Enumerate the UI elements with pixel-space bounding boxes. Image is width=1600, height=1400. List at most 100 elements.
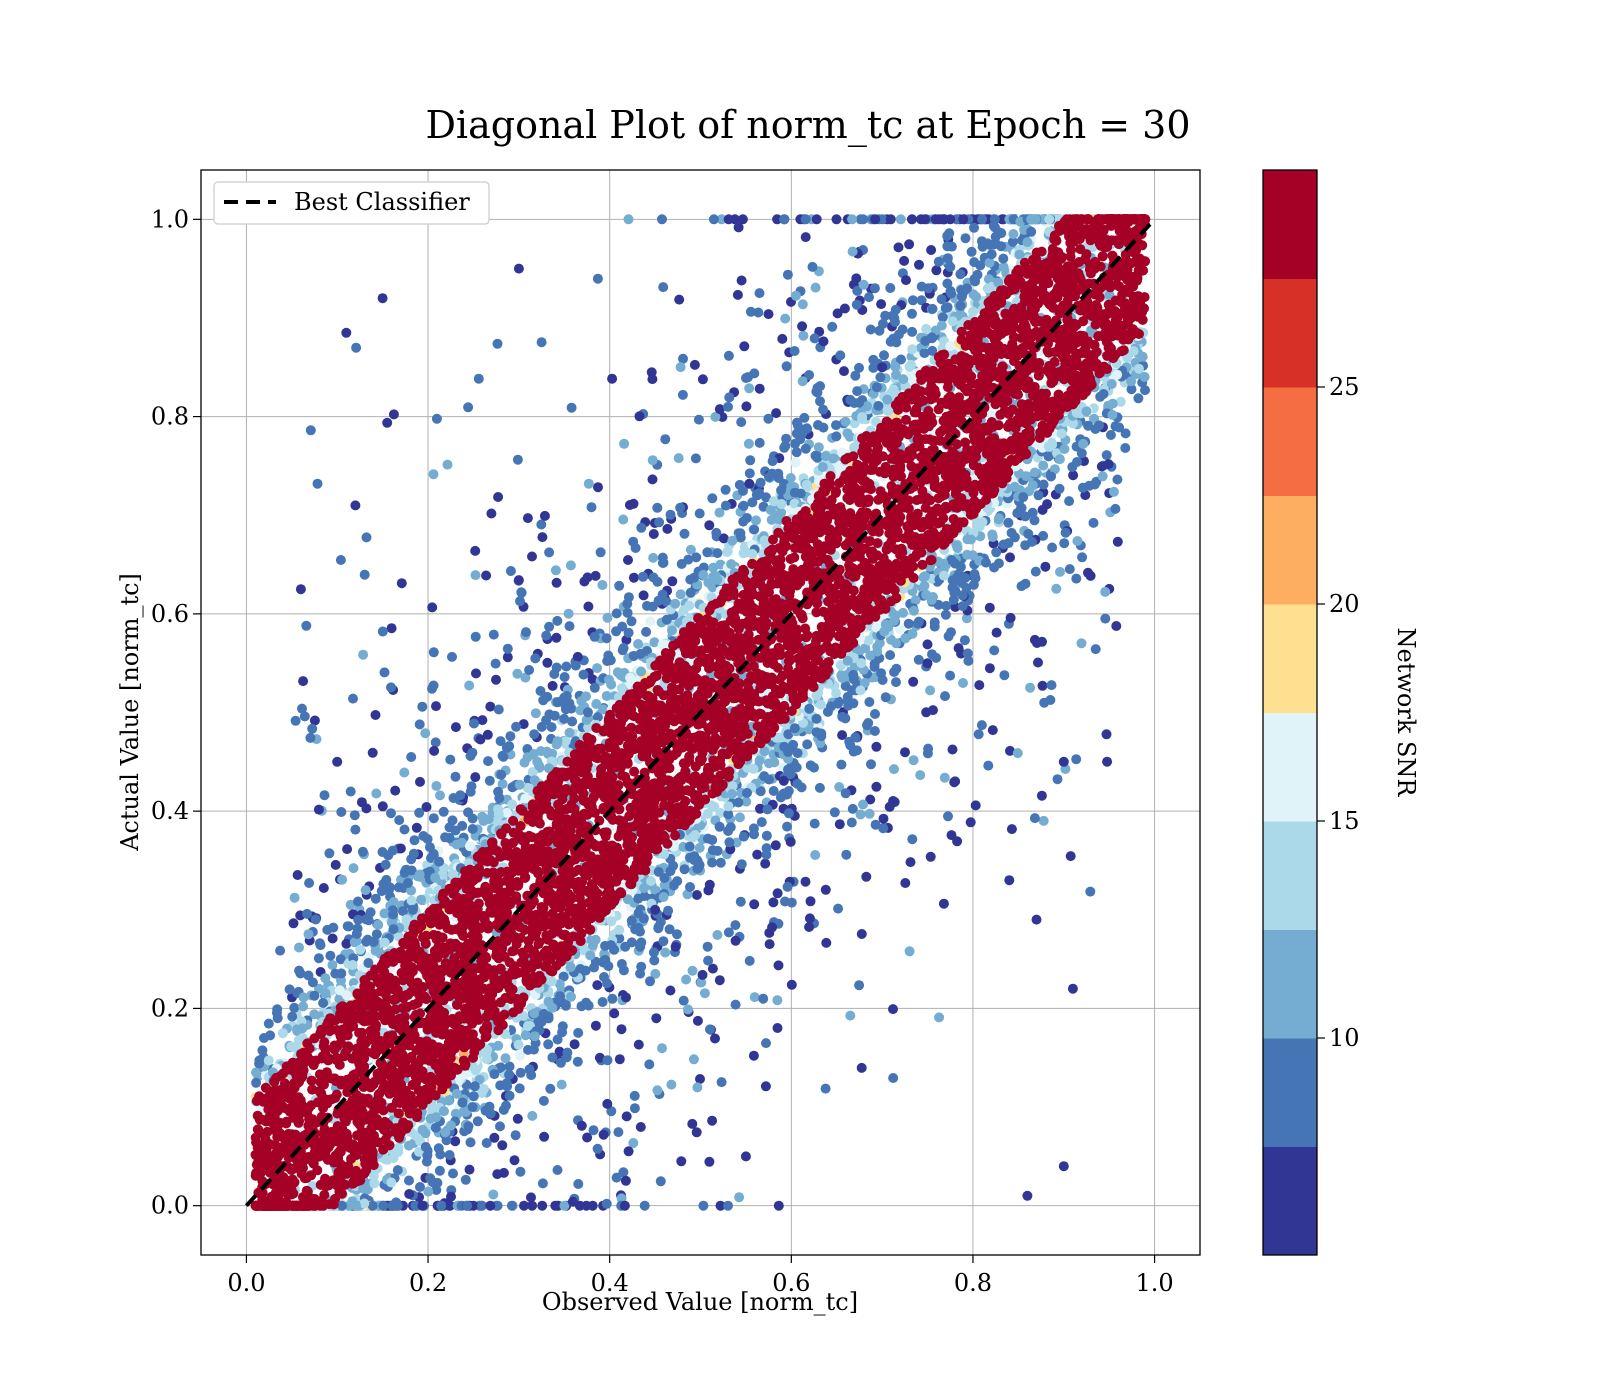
scatter-point [613, 1127, 624, 1138]
scatter-point [781, 361, 792, 372]
scatter-point [689, 359, 700, 370]
scatter-point [1038, 815, 1049, 826]
scatter-point [814, 782, 825, 793]
scatter-point [628, 536, 639, 547]
scatter-point [657, 1043, 667, 1054]
scatter-point [1005, 612, 1016, 623]
scatter-point [790, 457, 801, 468]
scatter-point [628, 1138, 639, 1148]
scatter-point [655, 1176, 666, 1187]
scatter-point [513, 575, 524, 586]
scatter-point [901, 275, 911, 286]
scatter-point [908, 295, 918, 306]
scatter-point [961, 613, 972, 624]
scatter-point [467, 747, 478, 758]
scatter-point [941, 600, 952, 611]
scatter-point [1100, 613, 1111, 624]
scatter-point [782, 881, 793, 892]
scatter-point [736, 859, 747, 870]
scatter-point [1101, 729, 1112, 740]
scatter-point [485, 701, 496, 712]
scatter-point [880, 692, 891, 703]
scatter-point [396, 578, 407, 589]
scatter-point [289, 892, 300, 903]
scatter-point [971, 291, 982, 302]
scatter-point [529, 1008, 540, 1019]
scatter-point [330, 968, 341, 979]
scatter-point [663, 905, 674, 916]
scatter-point [925, 685, 936, 696]
scatter-point [782, 821, 793, 832]
scatter-point [567, 1196, 578, 1207]
scatter-point [754, 288, 765, 299]
scatter-point [450, 1136, 461, 1147]
scatter-point [522, 513, 533, 524]
scatter-point [1025, 682, 1036, 693]
scatter-point [1090, 644, 1101, 655]
scatter-point [684, 841, 695, 852]
scatter-point [1065, 851, 1076, 862]
scatter-point [939, 772, 950, 783]
scatter-point [551, 662, 562, 673]
scatter-point [718, 533, 729, 544]
scatter-point [427, 602, 438, 613]
scatter-point [691, 1127, 702, 1138]
scatter-point [462, 1200, 473, 1211]
scatter-point [1107, 398, 1118, 409]
scatter-point [566, 703, 577, 714]
scatter-point [984, 663, 995, 674]
scatter-point [555, 1057, 566, 1068]
scatter-point [592, 1143, 603, 1154]
scatter-point [460, 1174, 471, 1185]
scatter-point [968, 579, 979, 590]
scatter-point [485, 1200, 496, 1211]
scatter-point [576, 696, 587, 707]
scatter-point [520, 1030, 531, 1041]
scatter-point [694, 508, 705, 519]
scatter-point [749, 899, 760, 910]
scatter-point [831, 420, 841, 431]
scatter-point [864, 292, 874, 303]
scatter-point [873, 400, 884, 411]
scatter-point [493, 809, 504, 819]
scatter-point [275, 945, 286, 956]
scatter-point [436, 1200, 447, 1211]
scatter-point [876, 299, 887, 310]
scatter-point [878, 823, 889, 834]
scatter-point [761, 830, 772, 841]
scatter-point [628, 651, 639, 661]
scatter-point [307, 977, 318, 988]
scatter-point [410, 1200, 421, 1211]
scatter-point [399, 767, 410, 778]
scatter-point [299, 711, 310, 722]
scatter-point [730, 999, 741, 1010]
scatter-point [430, 737, 441, 748]
scatter-point [789, 487, 800, 498]
scatter-point [748, 1050, 759, 1061]
scatter-point [563, 608, 574, 619]
scatter-point [811, 713, 822, 724]
scatter-point [723, 927, 734, 938]
scatter-point [865, 324, 876, 335]
scatter-point [834, 782, 845, 792]
scatter-point [724, 392, 735, 403]
scatter-point [509, 1155, 520, 1166]
scatter-point [905, 857, 916, 868]
scatter-point [638, 913, 649, 924]
scatter-point [658, 892, 669, 902]
scatter-point [502, 643, 513, 654]
scatter-point [734, 1192, 745, 1203]
scatter-point [833, 903, 844, 914]
scatter-point [855, 685, 866, 696]
scatter-point [1042, 499, 1053, 510]
scatter-point [821, 937, 832, 948]
scatter-point [572, 651, 583, 662]
scatter-point [723, 826, 734, 836]
scatter-point [773, 1200, 784, 1211]
scatter-point [1120, 443, 1131, 453]
scatter-point [348, 863, 359, 874]
scatter-point [645, 976, 655, 987]
scatter-point [464, 680, 475, 691]
scatter-point [1030, 566, 1041, 577]
scatter-point [856, 1062, 867, 1073]
